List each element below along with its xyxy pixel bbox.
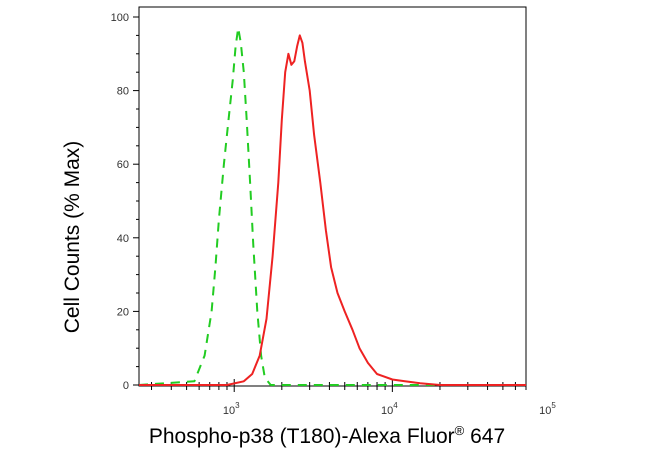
- y-tick-label: 80: [117, 86, 129, 98]
- x-axis-title-suffix: 647: [464, 425, 505, 448]
- x-tick-label: 105: [539, 401, 556, 417]
- y-tick-label: 20: [117, 306, 129, 318]
- y-tick-label: 0: [123, 380, 129, 392]
- x-axis-title-sup: ®: [455, 423, 465, 438]
- x-tick-label: 104: [381, 401, 398, 417]
- y-axis-ticks: 0 20 40 60 80 100: [111, 12, 139, 392]
- x-axis-title-main: Phospho-p38 (T180)-Alexa Fluor: [149, 425, 455, 448]
- x-tick-label: 103: [223, 401, 240, 417]
- x-axis-title: Phospho-p38 (T180)-Alexa Fluor® 647: [149, 423, 505, 448]
- y-tick-label: 100: [111, 12, 129, 24]
- y-tick-label: 40: [117, 233, 129, 245]
- y-axis-title: Cell Counts (% Max): [61, 141, 84, 334]
- plot-border: [138, 6, 527, 387]
- y-tick-label: 60: [117, 159, 129, 171]
- plot-frame: [138, 6, 527, 387]
- series-layer: [138, 27, 526, 386]
- series-line-2: [139, 34, 526, 386]
- series-line-1: [138, 27, 526, 386]
- x-axis-ticks: 103 104 105: [151, 379, 556, 417]
